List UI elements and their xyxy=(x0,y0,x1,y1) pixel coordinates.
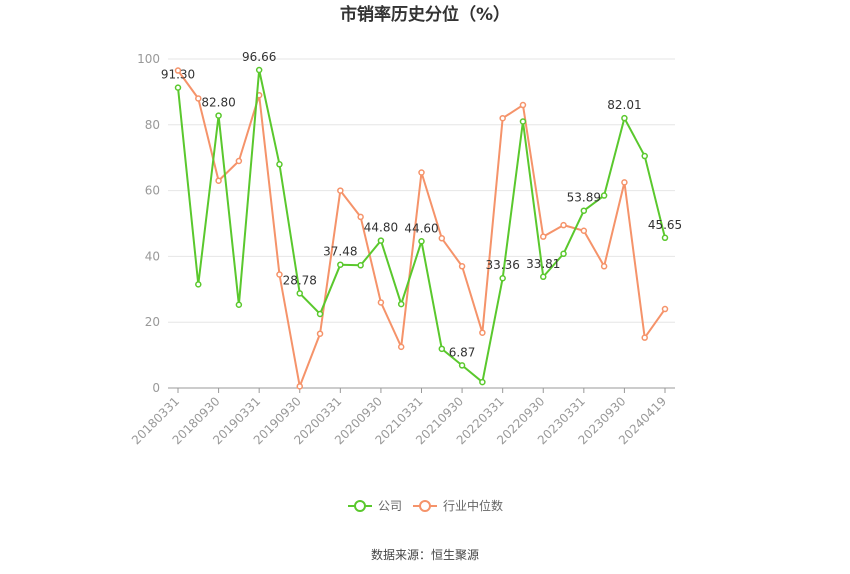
series-lines xyxy=(174,66,669,390)
legend-item-company[interactable]: 公司 xyxy=(348,499,402,513)
data-label: 44.60 xyxy=(404,221,438,235)
legend-marker xyxy=(419,500,431,512)
legend-marker xyxy=(354,500,366,512)
data-point xyxy=(397,300,405,308)
data-label: 33.36 xyxy=(485,258,519,272)
data-label: 33.81 xyxy=(526,257,560,271)
data-point xyxy=(174,84,182,91)
data-point xyxy=(215,112,222,119)
data-point xyxy=(438,235,446,242)
source-note: 数据来源：恒生聚源 xyxy=(371,547,479,562)
y-tick-label: 40 xyxy=(145,249,160,263)
legend-label: 公司 xyxy=(378,499,402,513)
data-point xyxy=(661,305,669,313)
data-point xyxy=(580,207,588,214)
data-point xyxy=(479,329,486,336)
data-point xyxy=(479,378,486,386)
data-point xyxy=(377,299,385,306)
data-point xyxy=(540,233,547,240)
data-point xyxy=(621,179,628,186)
data-point xyxy=(560,221,567,229)
data-point xyxy=(519,101,527,109)
data-point xyxy=(357,213,364,221)
data-label: 44.80 xyxy=(364,221,398,235)
data-label: 28.78 xyxy=(283,273,317,287)
y-tick-label: 80 xyxy=(145,118,160,132)
data-point xyxy=(377,237,385,244)
data-point xyxy=(458,362,466,369)
data-point xyxy=(519,118,527,125)
data-point xyxy=(499,274,506,282)
data-point xyxy=(418,169,425,176)
axes: 0204060801002018033120180930201903312019… xyxy=(129,52,675,447)
data-label: 91.30 xyxy=(161,68,195,82)
data-label: 96.66 xyxy=(242,50,276,64)
gridlines xyxy=(168,58,675,323)
data-point xyxy=(235,301,243,309)
data-point xyxy=(174,67,182,74)
data-point xyxy=(316,330,324,337)
data-point xyxy=(641,334,648,341)
data-point xyxy=(357,262,364,269)
data-point xyxy=(540,273,547,281)
data-point xyxy=(499,114,506,122)
data-point xyxy=(600,192,608,199)
data-label: 37.48 xyxy=(323,245,357,259)
y-tick-label: 0 xyxy=(152,381,160,395)
data-label: 82.80 xyxy=(201,96,235,110)
data-point xyxy=(296,290,303,297)
data-label: 6.87 xyxy=(449,345,476,359)
data-point xyxy=(458,263,466,270)
data-point xyxy=(316,310,324,318)
data-label: 53.89 xyxy=(567,191,601,205)
data-point xyxy=(661,234,669,242)
data-point xyxy=(337,187,344,194)
data-point xyxy=(195,281,202,288)
data-point xyxy=(418,238,425,245)
data-point xyxy=(337,261,344,268)
data-point xyxy=(600,263,608,270)
data-point xyxy=(215,177,222,184)
data-label: 82.01 xyxy=(607,98,641,112)
data-label: 45.65 xyxy=(648,218,682,232)
legend-item-industry-median[interactable]: 行业中位数 xyxy=(413,498,503,513)
data-point xyxy=(296,383,303,390)
y-tick-label: 20 xyxy=(145,315,160,329)
legend: 公司 行业中位数 xyxy=(348,498,503,513)
data-point xyxy=(580,227,588,234)
legend-label: 行业中位数 xyxy=(443,498,503,513)
data-point xyxy=(397,343,405,351)
chart-title: 市销率历史分位（%） xyxy=(340,4,510,25)
data-point xyxy=(560,250,567,258)
data-point xyxy=(195,95,202,102)
y-tick-label: 100 xyxy=(137,52,160,66)
data-point xyxy=(438,345,446,353)
y-tick-label: 60 xyxy=(145,184,160,198)
data-point xyxy=(255,66,263,74)
data-point xyxy=(276,161,283,168)
data-point xyxy=(621,114,628,122)
data-point xyxy=(641,152,648,160)
data-point xyxy=(235,157,243,165)
data-labels: 91.30 82.80 96.66 28.78 37.48 44.80 44.60 6.87 3… xyxy=(161,50,682,359)
data-point xyxy=(276,271,283,278)
